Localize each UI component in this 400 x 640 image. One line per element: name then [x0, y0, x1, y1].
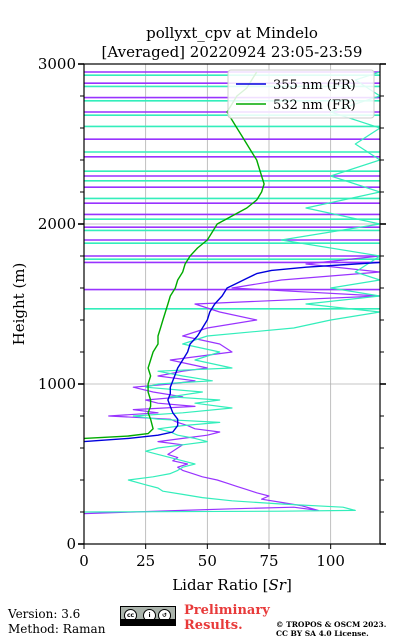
- legend-box: [227, 69, 375, 119]
- grid-lines: [83, 63, 380, 545]
- y-tick-label-0: 0: [66, 535, 76, 553]
- copyright-note: © TROPOS & OSCM 2023. CC BY SA 4.0 Licen…: [276, 620, 386, 638]
- x-tick-label-75: 75: [259, 552, 278, 570]
- series-line-3: [84, 71, 380, 513]
- series-line-2: [84, 255, 380, 515]
- method-label: Method: Raman: [8, 622, 106, 636]
- chart-subtitle: [Averaged] 20220924 23:05-23:59: [102, 43, 363, 61]
- y-tick-label-2000: 2000: [38, 215, 76, 233]
- prelim-line-1: Preliminary: [184, 603, 270, 618]
- legend-label-532: 532 nm (FR): [273, 98, 356, 113]
- by-icon: i: [143, 609, 156, 622]
- x-tick-label-0: 0: [79, 552, 89, 570]
- preliminary-results-note: Preliminary Results.: [184, 603, 270, 633]
- x-axis-label: Lidar Ratio [Sr]: [172, 576, 292, 594]
- plot-frame: [83, 63, 381, 545]
- series-line-0: [84, 261, 380, 443]
- copyright-line-1: © TROPOS & OSCM 2023.: [276, 620, 387, 629]
- chart-title: pollyxt_cpv at Mindelo: [146, 24, 318, 42]
- y-axis-label: Height (m): [10, 263, 28, 346]
- prelim-line-2: Results.: [184, 618, 243, 633]
- series-lines: [84, 71, 380, 515]
- cc-by-sa-logo: cc i ↺: [120, 606, 176, 626]
- y-tick-label-1000: 1000: [38, 375, 76, 393]
- cc-icon: cc: [124, 609, 137, 622]
- x-tick-label-100: 100: [316, 552, 345, 570]
- legend-label-355: 355 nm (FR): [273, 78, 356, 93]
- series-line-1: [84, 71, 265, 440]
- copyright-line-2: CC BY SA 4.0 License.: [276, 629, 369, 638]
- legend: 355 nm (FR) 532 nm (FR): [227, 69, 375, 119]
- x-tick-label-50: 50: [198, 552, 217, 570]
- y-tick-label-3000: 3000: [38, 55, 76, 73]
- x-tick-label-25: 25: [136, 552, 155, 570]
- version-label: Version: 3.6: [8, 607, 81, 621]
